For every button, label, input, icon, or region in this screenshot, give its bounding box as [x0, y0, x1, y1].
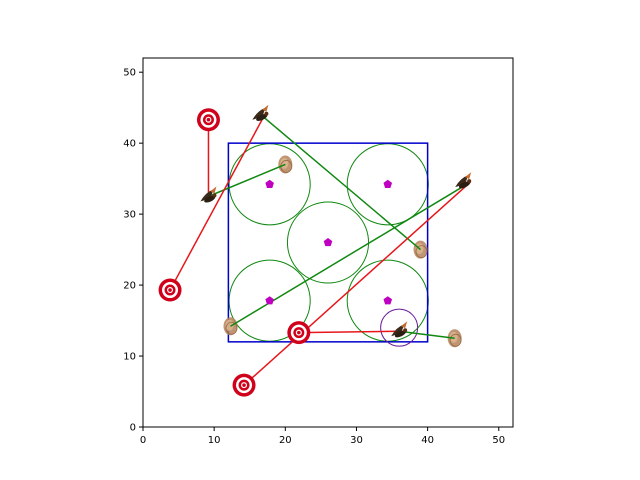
x-tick-label: 10 [208, 435, 221, 446]
y-tick-label: 30 [123, 210, 136, 221]
plot-area [158, 104, 472, 397]
x-tick-label: 0 [140, 435, 146, 446]
bird-wing-highlight [465, 172, 472, 180]
red-link [169, 115, 265, 291]
target-marker [158, 278, 182, 302]
x-tick-label: 40 [421, 435, 434, 446]
y-tick-label: 50 [123, 68, 136, 79]
x-tick-label: 30 [350, 435, 363, 446]
bird-agent [200, 186, 217, 203]
bird-wing [200, 189, 214, 202]
target-center [297, 330, 301, 335]
bird-agent [455, 172, 472, 189]
bird-agent [252, 104, 269, 121]
target-center [206, 117, 211, 122]
target-marker [232, 373, 256, 397]
red-link [298, 330, 400, 334]
red-link [243, 181, 471, 386]
sensor-center [323, 238, 333, 247]
axes-frame [142, 57, 514, 428]
y-tick-label: 20 [123, 281, 136, 292]
axis-ticks: 0 10 20 30 40 50 0 10 20 30 40 50 [123, 68, 505, 446]
x-tick-label: 20 [279, 435, 292, 446]
bird-wing-highlight [262, 104, 269, 112]
x-tick-label: 50 [492, 435, 505, 446]
sensor-center [383, 296, 393, 305]
bird-head [264, 111, 269, 116]
nest-texture [225, 321, 238, 335]
target-marker [196, 108, 220, 132]
nest-texture [449, 333, 462, 347]
nest-texture [415, 245, 428, 258]
bird-wing-highlight [401, 321, 408, 329]
target-center [242, 383, 246, 387]
target-marker [287, 321, 311, 345]
bird-wing-highlight [210, 186, 217, 194]
sensor-center [265, 296, 274, 305]
target-center [168, 288, 172, 292]
highlight-circle [380, 308, 419, 347]
bird-wing [455, 175, 469, 188]
bird-body [204, 195, 216, 203]
region-boundary [227, 142, 429, 343]
y-tick-label: 40 [123, 139, 136, 150]
bird-body [256, 114, 268, 121]
green-link [399, 330, 455, 340]
y-tick-label: 10 [123, 352, 136, 363]
bird-body [394, 330, 406, 338]
bird-body [458, 181, 471, 189]
sensor-center [265, 179, 274, 188]
bird-wing [391, 324, 405, 337]
sensor-center [383, 179, 393, 188]
bird-wing [252, 107, 266, 120]
bird-agent [391, 321, 408, 338]
bird-head [212, 193, 217, 198]
green-link [208, 163, 286, 198]
bird-head [403, 328, 408, 333]
bird-head [467, 179, 472, 184]
y-tick-label: 0 [130, 423, 136, 434]
